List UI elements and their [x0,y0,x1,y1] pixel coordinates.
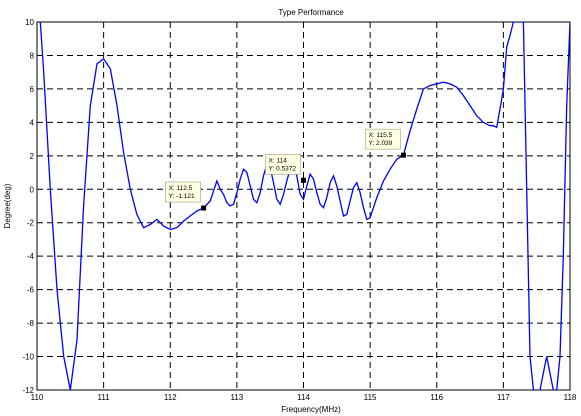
datatip-x-label: X: 114 [269,157,288,164]
datatip-box [365,128,401,150]
datatip-y-label: Y: -1.121 [169,193,195,200]
datatip-1[interactable]: X: 112.5Y: -1.121 [165,181,207,211]
plot-area [36,21,571,391]
x-axis-label: Frequency(MHz) [281,405,341,414]
series-line-2 [516,22,537,390]
tick-labels: 110 111 112 113 114 115 116 117 118 -12 -10 -8 -6 -4 -… [22,18,576,402]
x-tick-label: 112 [164,393,177,402]
x-tick-label: 113 [230,393,243,402]
datatip-x-label: X: 112.5 [169,185,193,192]
y-tick-label: -8 [27,319,35,328]
x-tick-label: 115 [364,393,377,402]
datatip-box [165,181,201,203]
y-tick-label: -4 [27,252,35,261]
y-tick-label: 6 [30,85,35,94]
x-tick-label: 118 [564,393,577,402]
x-tick-label: 110 [31,393,44,402]
y-tick-label: -2 [27,219,35,228]
y-axis-label: Degree(deg) [3,183,12,228]
datatip-box [265,153,301,175]
y-tick-label: 10 [25,18,34,27]
datatip-y-label: Y: 0.5372 [269,165,297,172]
datatip-marker [201,205,207,211]
y-tick-label: -10 [22,353,34,362]
y-tick-label: 2 [30,152,35,161]
series-line-1 [39,22,517,390]
y-tick-label: 8 [30,51,35,60]
datatip-y-label: Y: 2.039 [368,140,392,147]
x-tick-label: 116 [430,393,443,402]
x-tick-label: 111 [98,393,111,402]
datatip-marker [301,177,306,183]
y-tick-label: 0 [30,185,35,194]
datatip-x-label: X: 115.5 [368,132,392,139]
x-tick-label: 117 [497,393,510,402]
y-tick-label: -6 [27,286,35,295]
y-tick-label: -12 [22,386,34,395]
y-tick-label: 4 [30,118,35,127]
x-tick-label: 114 [297,393,310,402]
datatip-3[interactable]: X: 115.5Y: 2.039 [365,128,406,158]
series-line-3 [539,22,570,390]
datatip-marker [400,152,406,158]
data-lines [39,22,570,390]
chart-title: Type Performance [278,8,344,17]
grid [37,22,570,390]
